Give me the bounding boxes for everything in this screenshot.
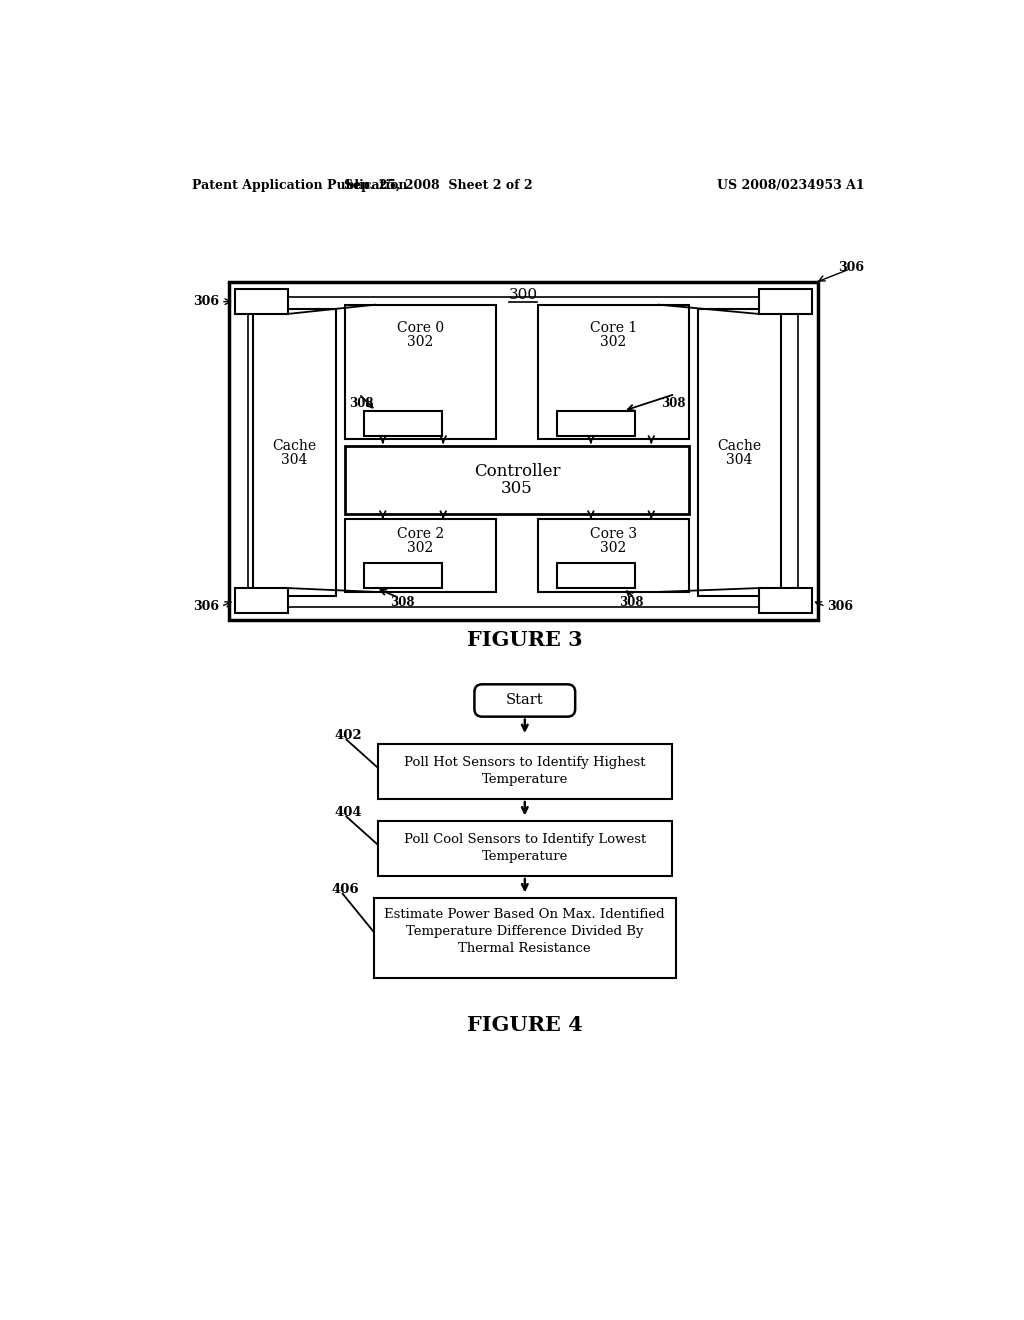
Text: Core 1: Core 1 [590,321,637,335]
Text: 308: 308 [660,397,685,409]
Bar [345,446,689,515]
Text: 308: 308 [390,597,415,610]
Text: 308: 308 [620,597,644,610]
Bar [228,281,818,620]
Text: TSc1: TSc1 [769,296,801,308]
Text: Temperature: Temperature [481,772,568,785]
Text: Cache: Cache [718,438,762,453]
Text: Estimate Power Based On Max. Identified: Estimate Power Based On Max. Identified [384,908,666,921]
Text: 302: 302 [408,335,434,348]
Text: 305: 305 [501,480,532,498]
Bar [365,564,442,589]
Text: FIGURE 4: FIGURE 4 [467,1015,583,1035]
Text: FIGURE 3: FIGURE 3 [467,630,583,649]
Text: TSh1: TSh1 [580,417,612,430]
Text: TSh3: TSh3 [580,569,612,582]
Bar [557,564,635,589]
Text: 304: 304 [282,453,308,467]
Bar [759,589,812,612]
Text: Patent Application Publication: Patent Application Publication [191,178,408,191]
Text: 406: 406 [331,883,358,896]
Bar [538,519,689,591]
Bar [365,411,442,436]
Bar [557,411,635,436]
Text: TSc3: TSc3 [769,594,801,607]
Text: Core 2: Core 2 [397,527,444,541]
Text: Controller: Controller [474,463,560,480]
Text: US 2008/0234953 A1: US 2008/0234953 A1 [717,178,864,191]
Bar [374,898,676,978]
Bar [234,589,288,612]
Text: Sep. 25, 2008  Sheet 2 of 2: Sep. 25, 2008 Sheet 2 of 2 [344,178,532,191]
Bar [378,743,672,799]
Text: 302: 302 [600,541,627,554]
Bar [234,289,288,314]
Text: Core 3: Core 3 [590,527,637,541]
Text: TSc0: TSc0 [246,296,278,308]
Text: Core 0: Core 0 [397,321,444,335]
Text: TSh0: TSh0 [387,417,420,430]
Text: 404: 404 [335,807,362,820]
Text: 306: 306 [194,296,219,308]
Text: Temperature Difference Divided By: Temperature Difference Divided By [407,925,643,939]
Text: 308: 308 [349,397,374,409]
Text: TSc2: TSc2 [246,594,278,607]
Text: Poll Cool Sensors to Identify Lowest: Poll Cool Sensors to Identify Lowest [403,833,646,846]
Text: Cache: Cache [272,438,316,453]
Text: 306: 306 [839,261,864,275]
Text: 306: 306 [827,601,853,612]
Text: Thermal Resistance: Thermal Resistance [459,942,591,956]
Bar [248,297,799,607]
Text: Start: Start [506,693,544,708]
Text: 402: 402 [335,730,362,742]
Text: 300: 300 [509,289,538,302]
Bar [345,519,496,591]
Bar [378,821,672,876]
Text: 306: 306 [194,601,219,612]
Text: 302: 302 [600,335,627,348]
Bar [538,305,689,440]
Bar [345,305,496,440]
Text: Poll Hot Sensors to Identify Highest: Poll Hot Sensors to Identify Highest [404,755,645,768]
Text: 302: 302 [408,541,434,554]
Text: Temperature: Temperature [481,850,568,862]
Text: TSh2: TSh2 [387,569,420,582]
Bar [253,309,337,595]
FancyBboxPatch shape [474,684,575,717]
Text: 304: 304 [726,453,753,467]
Bar [697,309,781,595]
Bar [759,289,812,314]
